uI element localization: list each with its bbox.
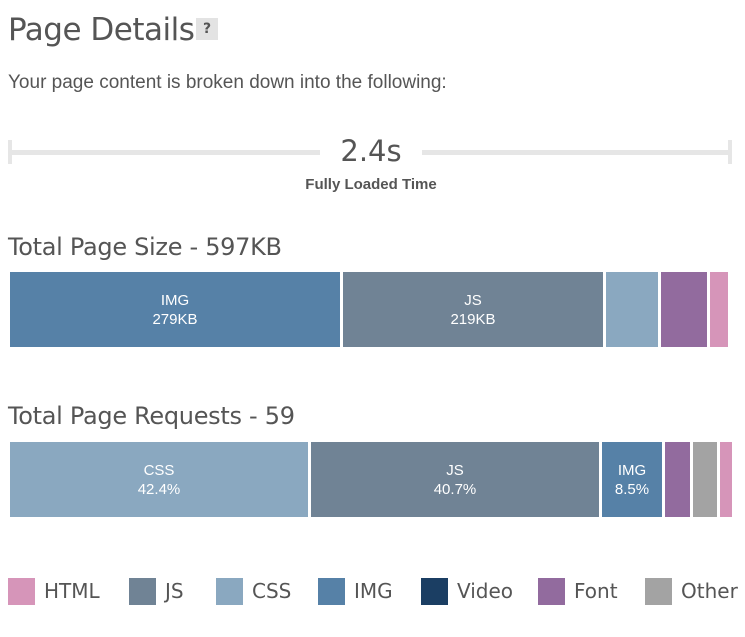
page-requests-segment-label: JS xyxy=(446,461,464,479)
page-size-segment-html[interactable] xyxy=(710,272,728,347)
page-requests-segment-value: 8.5% xyxy=(614,480,650,498)
legend-label-css: CSS xyxy=(252,579,292,603)
legend-label-video: Video xyxy=(457,579,514,603)
page-size-segment-value: 279KB xyxy=(152,310,198,328)
legend-item-html: HTML xyxy=(8,577,100,605)
page-requests-segment-font[interactable] xyxy=(665,442,690,517)
legend-swatch-img xyxy=(318,577,345,605)
page-subtitle: Your page content is broken down into th… xyxy=(8,72,447,93)
help-button[interactable]: ? xyxy=(196,18,218,40)
legend-label-html: HTML xyxy=(44,579,100,603)
legend-item-js: JS xyxy=(129,577,184,605)
page-size-segment-label: IMG xyxy=(160,291,190,309)
legend-label-other: Other xyxy=(681,579,738,603)
page-size-segment-css[interactable] xyxy=(606,272,658,347)
legend-swatch-css xyxy=(216,577,243,605)
legend-swatch-other xyxy=(645,577,672,605)
legend-item-other: Other xyxy=(645,577,738,605)
page-size-segment-font[interactable] xyxy=(661,272,707,347)
legend-swatch-font xyxy=(538,577,565,605)
legend-swatch-js xyxy=(129,577,156,605)
fully-loaded-time-label: Fully Loaded Time xyxy=(305,176,437,193)
page-requests-segment-css[interactable]: CSS 42.4% xyxy=(10,442,308,517)
page-size-segment-value: 219KB xyxy=(450,310,496,328)
page-requests-heading: Total Page Requests - 59 xyxy=(8,402,295,430)
page-size-segment-label: JS xyxy=(464,291,482,309)
legend-item-css: CSS xyxy=(216,577,291,605)
page-requests-segment-other[interactable] xyxy=(693,442,717,517)
page-requests-segment-img[interactable]: IMG 8.5% xyxy=(602,442,662,517)
fully-loaded-time-value: 2.4s xyxy=(340,134,402,168)
legend-label-img: IMG xyxy=(354,579,393,603)
page-size-heading: Total Page Size - 597KB xyxy=(8,233,282,261)
page-size-segment-img[interactable]: IMG 279KB xyxy=(10,272,340,347)
page-requests-segment-label: IMG xyxy=(617,461,647,479)
page-requests-segment-label: CSS xyxy=(143,461,175,479)
page-size-segment-js[interactable]: JS 219KB xyxy=(343,272,603,347)
legend-label-js: JS xyxy=(165,579,184,603)
page-requests-segment-value: 40.7% xyxy=(433,480,477,498)
legend-swatch-video xyxy=(421,577,448,605)
page-requests-segment-html[interactable] xyxy=(720,442,732,517)
page-title: Page Details xyxy=(8,12,195,48)
legend-swatch-html xyxy=(8,577,35,605)
timeline-end-cap xyxy=(728,140,732,164)
page-requests-segment-value: 42.4% xyxy=(137,480,181,498)
legend-item-font: Font xyxy=(538,577,618,605)
legend-label-font: Font xyxy=(574,579,618,603)
timeline-left-line xyxy=(8,150,320,155)
legend-item-video: Video xyxy=(421,577,513,605)
page-requests-segment-js[interactable]: JS 40.7% xyxy=(311,442,599,517)
timeline-right-line xyxy=(422,150,732,155)
legend-item-img: IMG xyxy=(318,577,393,605)
